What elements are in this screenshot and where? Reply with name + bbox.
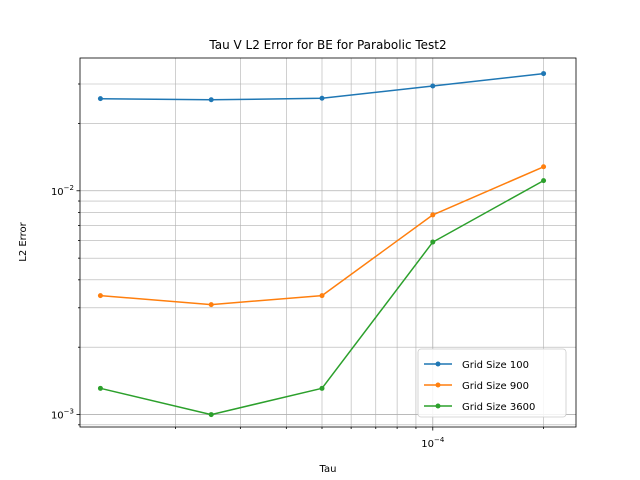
data-point	[208, 412, 214, 418]
plot-frame	[79, 57, 577, 428]
data-point	[97, 96, 103, 102]
data-point	[430, 212, 436, 218]
legend: Grid Size 100 Grid Size 900 Grid Size 3600	[417, 348, 567, 418]
data-point	[319, 293, 325, 299]
data-point	[541, 178, 547, 184]
data-point	[319, 95, 325, 101]
data-point	[430, 239, 436, 245]
data-point	[541, 71, 547, 77]
chart-title: Tau V L2 Error for BE for Parabolic Test…	[208, 38, 446, 52]
series-group	[97, 71, 547, 418]
data-point	[319, 385, 325, 391]
data-point	[208, 97, 214, 103]
y-axis-label: L2 Error	[18, 221, 29, 261]
x-tick-label: 10−4	[421, 436, 445, 450]
y-tick-label: 10−3	[51, 408, 74, 422]
legend-label: Grid Size 3600	[462, 402, 535, 413]
legend-label: Grid Size 100	[462, 360, 529, 371]
grid	[80, 58, 576, 427]
data-point	[208, 302, 214, 308]
y-tick-label: 10−2	[51, 184, 74, 198]
x-axis-label: Tau	[319, 464, 337, 475]
legend-label: Grid Size 900	[462, 381, 529, 392]
legend-box	[417, 348, 567, 418]
legend-marker	[435, 382, 441, 388]
ticks: 10−4 10−3 10−2	[51, 83, 544, 450]
legend-marker	[435, 361, 441, 367]
data-point	[541, 164, 547, 170]
legend-marker	[435, 403, 441, 409]
data-point	[430, 83, 436, 89]
data-point	[97, 385, 103, 391]
data-point	[97, 293, 103, 299]
